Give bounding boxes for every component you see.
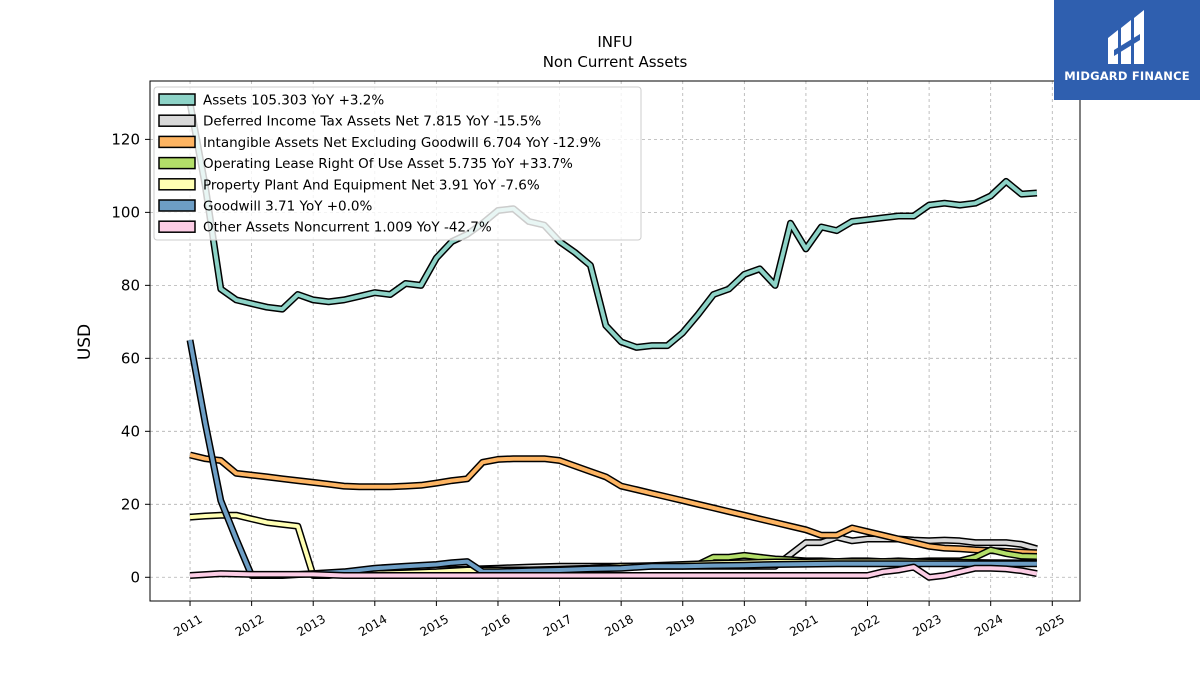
- y-tick-label: 40: [121, 422, 140, 440]
- series-line: [189, 565, 1038, 580]
- y-tick-label: 100: [111, 203, 140, 221]
- x-tick-label: 2025: [1034, 612, 1067, 639]
- x-tick-label: 2013: [294, 612, 327, 639]
- brand-name: MIDGARD FINANCE: [1064, 69, 1190, 83]
- y-tick-label: 20: [121, 495, 140, 513]
- x-tick-label: 2024: [972, 612, 1005, 639]
- x-tick-label: 2018: [602, 612, 635, 639]
- x-tick-label: 2020: [726, 612, 759, 639]
- x-tick-label: 2023: [910, 612, 943, 639]
- series-line: [188, 102, 1038, 350]
- legend-label: Goodwill 3.71 YoY +0.0%: [203, 199, 373, 215]
- series-lines: [186, 102, 1038, 581]
- midgard-logo-icon: [1108, 10, 1144, 64]
- legend: Assets 105.303 YoY +3.2% Deferred Income …: [153, 86, 642, 241]
- x-tick-label: 2012: [233, 612, 266, 639]
- chart-subtitle: Non Current Assets: [543, 53, 688, 71]
- series-line: [189, 453, 1037, 555]
- x-tick-label: 2017: [541, 612, 574, 639]
- x-tick-label: 2015: [418, 612, 451, 639]
- y-tick-label: 0: [130, 568, 140, 586]
- chart-title: INFU: [597, 33, 632, 51]
- y-tick-label: 120: [111, 130, 140, 148]
- legend-swatch: [158, 156, 196, 170]
- legend-swatch: [158, 199, 196, 212]
- legend-label: Deferred Income Tax Assets Net 7.815 YoY…: [203, 114, 541, 130]
- x-tick-label: 2021: [787, 612, 820, 639]
- x-tick-label: 2016: [479, 612, 512, 639]
- x-tick-label: 2014: [356, 612, 389, 639]
- legend-swatch: [158, 114, 196, 127]
- x-tick-label: 2019: [664, 612, 697, 639]
- legend-label: Other Assets Noncurrent 1.009 YoY -42.7%: [203, 220, 492, 236]
- y-tick-label: 60: [121, 349, 140, 367]
- legend-box: [153, 86, 642, 241]
- legend-label: Assets 105.303 YoY +3.2%: [203, 93, 384, 109]
- series-6: [189, 563, 1038, 581]
- y-tick-label: 80: [121, 276, 140, 294]
- legend-swatch: [158, 93, 196, 106]
- y-axis-label: USD: [75, 324, 95, 360]
- legend-swatch: [158, 135, 196, 149]
- x-tick-label: 2022: [849, 612, 882, 639]
- legend-label: Operating Lease Right Of Use Asset 5.735…: [203, 156, 573, 172]
- x-tick-label: 2011: [171, 612, 204, 639]
- legend-label: Property Plant And Equipment Net 3.91 Yo…: [203, 177, 540, 193]
- series-0: [186, 102, 1038, 351]
- legend-label: Intangible Assets Net Excluding Goodwill…: [203, 135, 601, 151]
- brand-logo: MIDGARD FINANCE: [1054, 0, 1200, 100]
- legend-swatch: [158, 178, 196, 191]
- legend-swatch: [158, 220, 196, 233]
- series-2: [189, 451, 1038, 557]
- plot-frame: [149, 80, 1081, 602]
